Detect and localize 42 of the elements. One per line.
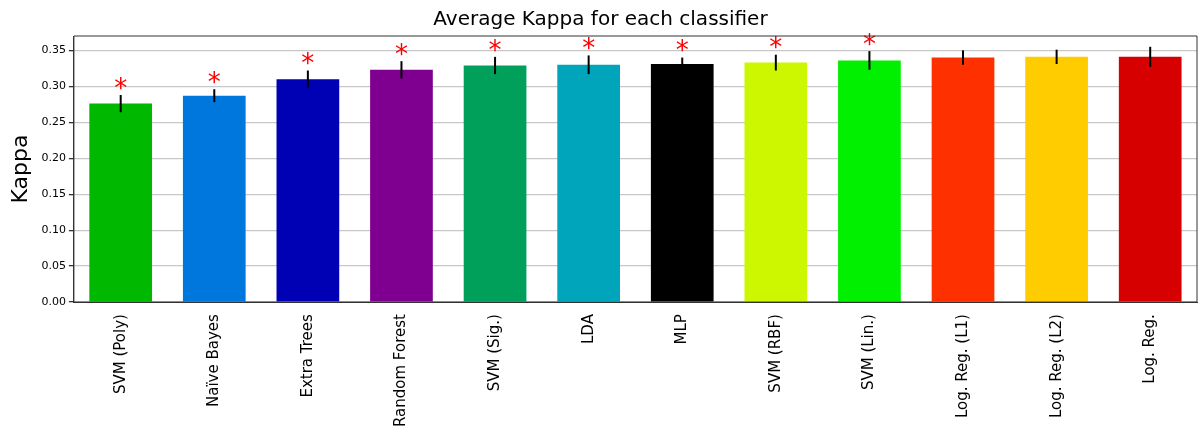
annotation: *	[675, 35, 689, 66]
bar	[182, 95, 246, 302]
y-tick-label: 0.05	[41, 259, 66, 272]
bar	[370, 69, 433, 302]
x-tick-label: SVM (Lin.)	[859, 314, 878, 391]
x-tick-label: SVM (Poly)	[110, 314, 129, 395]
annotation: *	[582, 33, 596, 64]
bar	[557, 64, 620, 302]
x-tick-label: Log. Reg.	[1140, 314, 1159, 384]
y-tick-label: 0.20	[41, 151, 66, 165]
y-tick-label: 0.10	[41, 223, 66, 237]
bar	[744, 62, 808, 302]
annotation: *	[114, 72, 128, 103]
x-tick-label: SVM (Sig.)	[484, 314, 503, 392]
annotation: *	[769, 32, 783, 63]
annotation: *	[394, 38, 408, 69]
chart-title: Average Kappa for each classifier	[433, 6, 769, 31]
annotation: *	[862, 28, 876, 59]
bar	[463, 65, 527, 302]
x-tick-label: Naïve Bayes	[204, 313, 223, 407]
y-tick-label: 0.30	[41, 79, 66, 93]
x-tick-label: Extra Trees	[297, 313, 316, 398]
y-tick-label: 0.35	[41, 43, 66, 57]
y-tick-label: 0.00	[41, 294, 66, 308]
annotation: *	[301, 48, 315, 79]
bar	[89, 103, 153, 302]
x-tick-label: Random Forest	[391, 313, 410, 427]
x-tick-label: SVM (RBF)	[765, 314, 784, 393]
x-tick-label: LDA	[578, 313, 597, 344]
y-axis-title: Kappa	[6, 134, 32, 204]
bar	[931, 57, 995, 302]
x-tick-label: MLP	[672, 314, 691, 345]
x-tick-label: Log. Reg. (L2)	[1046, 314, 1065, 419]
bar	[1025, 56, 1088, 302]
bar	[838, 60, 901, 302]
bar	[276, 79, 340, 302]
bar	[1118, 56, 1182, 302]
y-tick-label: 0.15	[41, 187, 66, 201]
x-tick-label: Log. Reg. (L1)	[952, 314, 971, 419]
annotation: *	[207, 66, 221, 97]
y-tick-label: 0.25	[41, 115, 66, 129]
annotation: *	[488, 34, 502, 65]
